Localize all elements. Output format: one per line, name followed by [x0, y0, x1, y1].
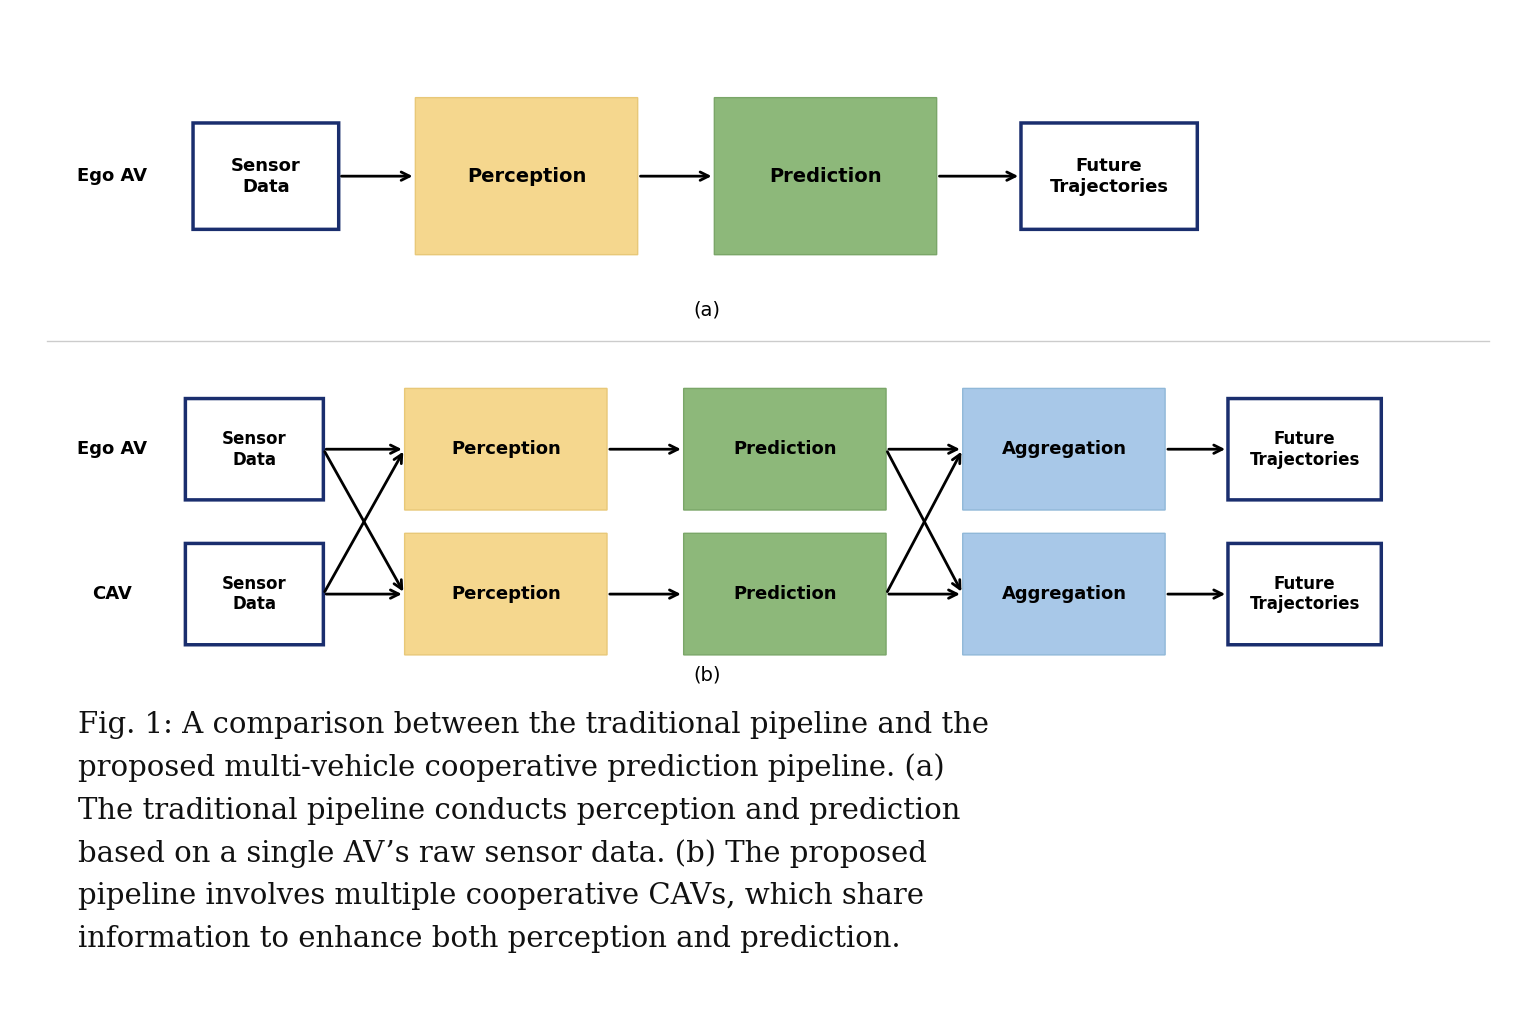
Text: Sensor
Data: Sensor Data: [223, 574, 287, 613]
Text: Perception: Perception: [452, 586, 561, 603]
Text: Future
Trajectories: Future Trajectories: [1249, 430, 1359, 469]
FancyBboxPatch shape: [1021, 123, 1197, 229]
Text: Fig. 1: A comparison between the traditional pipeline and the
proposed multi-veh: Fig. 1: A comparison between the traditi…: [78, 710, 989, 953]
Text: Future
Trajectories: Future Trajectories: [1049, 156, 1169, 195]
FancyBboxPatch shape: [963, 533, 1166, 655]
Text: Sensor
Data: Sensor Data: [223, 430, 287, 469]
FancyBboxPatch shape: [194, 123, 339, 229]
FancyBboxPatch shape: [186, 399, 324, 500]
Text: Prediction: Prediction: [733, 440, 837, 458]
Text: Future
Trajectories: Future Trajectories: [1249, 574, 1359, 613]
FancyBboxPatch shape: [1227, 544, 1381, 645]
FancyBboxPatch shape: [684, 533, 886, 655]
FancyBboxPatch shape: [963, 388, 1166, 510]
Text: Prediction: Prediction: [770, 167, 882, 186]
Text: Perception: Perception: [467, 167, 587, 186]
Text: Aggregation: Aggregation: [1001, 440, 1126, 458]
FancyBboxPatch shape: [1227, 399, 1381, 500]
FancyBboxPatch shape: [404, 388, 607, 510]
Text: Aggregation: Aggregation: [1001, 586, 1126, 603]
Text: (b): (b): [693, 665, 720, 685]
Text: CAV: CAV: [92, 586, 132, 603]
Text: Ego AV: Ego AV: [77, 168, 147, 185]
Text: Ego AV: Ego AV: [77, 440, 147, 458]
FancyBboxPatch shape: [684, 388, 886, 510]
Text: Sensor
Data: Sensor Data: [230, 156, 301, 195]
Text: Perception: Perception: [452, 440, 561, 458]
FancyBboxPatch shape: [186, 544, 324, 645]
FancyBboxPatch shape: [404, 533, 607, 655]
FancyBboxPatch shape: [415, 98, 637, 254]
FancyBboxPatch shape: [714, 98, 937, 254]
Text: (a): (a): [693, 300, 720, 320]
Text: Prediction: Prediction: [733, 586, 837, 603]
